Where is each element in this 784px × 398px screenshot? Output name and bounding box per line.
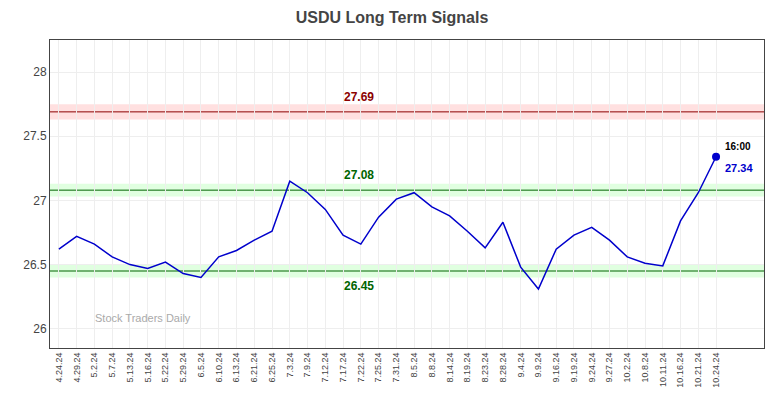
svg-text:10.8.24: 10.8.24 [640, 353, 650, 383]
svg-text:26.5: 26.5 [23, 258, 47, 272]
svg-text:27.34: 27.34 [725, 162, 753, 174]
svg-text:8.8.24: 8.8.24 [427, 353, 437, 378]
svg-text:26.45: 26.45 [344, 279, 374, 293]
svg-text:27: 27 [33, 194, 47, 208]
svg-text:8.19.24: 8.19.24 [462, 353, 472, 383]
svg-text:27.08: 27.08 [344, 168, 374, 182]
svg-text:5.7.24: 5.7.24 [107, 353, 117, 378]
svg-text:6.25.24: 6.25.24 [267, 353, 277, 383]
svg-text:9.9.24: 9.9.24 [533, 353, 543, 378]
svg-text:16:00: 16:00 [725, 141, 751, 152]
svg-text:5.13.24: 5.13.24 [125, 353, 135, 383]
svg-text:5.29.24: 5.29.24 [178, 353, 188, 383]
svg-text:5.22.24: 5.22.24 [160, 353, 170, 383]
svg-text:7.9.24: 7.9.24 [302, 353, 312, 378]
svg-text:9.27.24: 9.27.24 [604, 353, 614, 383]
svg-text:7.17.24: 7.17.24 [338, 353, 348, 383]
svg-text:10.16.24: 10.16.24 [675, 353, 685, 388]
svg-text:8.23.24: 8.23.24 [480, 353, 490, 383]
svg-text:4.29.24: 4.29.24 [72, 353, 82, 383]
svg-text:10.2.24: 10.2.24 [622, 353, 632, 383]
svg-text:4.24.24: 4.24.24 [54, 353, 64, 383]
svg-text:USDU Long Term Signals: USDU Long Term Signals [296, 9, 489, 26]
svg-text:6.10.24: 6.10.24 [214, 353, 224, 383]
svg-text:7.25.24: 7.25.24 [374, 353, 384, 383]
svg-text:9.4.24: 9.4.24 [516, 353, 526, 378]
svg-text:8.28.24: 8.28.24 [498, 353, 508, 383]
svg-text:10.24.24: 10.24.24 [711, 353, 721, 388]
svg-text:6.13.24: 6.13.24 [231, 353, 241, 383]
svg-text:27.69: 27.69 [344, 90, 374, 104]
svg-text:28: 28 [33, 65, 47, 79]
svg-text:9.16.24: 9.16.24 [551, 353, 561, 383]
svg-text:7.12.24: 7.12.24 [320, 353, 330, 383]
svg-text:10.11.24: 10.11.24 [658, 353, 668, 387]
svg-text:6.5.24: 6.5.24 [196, 353, 206, 378]
svg-text:8.14.24: 8.14.24 [445, 353, 455, 383]
svg-text:5.16.24: 5.16.24 [143, 353, 153, 383]
svg-text:7.31.24: 7.31.24 [391, 353, 401, 383]
svg-text:26: 26 [33, 322, 47, 336]
svg-text:9.19.24: 9.19.24 [569, 353, 579, 383]
svg-text:7.22.24: 7.22.24 [356, 353, 366, 383]
svg-text:5.2.24: 5.2.24 [89, 353, 99, 378]
svg-text:9.24.24: 9.24.24 [587, 353, 597, 383]
svg-text:Stock Traders Daily: Stock Traders Daily [95, 312, 191, 324]
svg-text:27.5: 27.5 [23, 129, 47, 143]
svg-text:7.3.24: 7.3.24 [285, 353, 295, 378]
svg-text:8.5.24: 8.5.24 [409, 353, 419, 378]
svg-text:6.21.24: 6.21.24 [249, 353, 259, 383]
svg-text:10.21.24: 10.21.24 [693, 353, 703, 388]
